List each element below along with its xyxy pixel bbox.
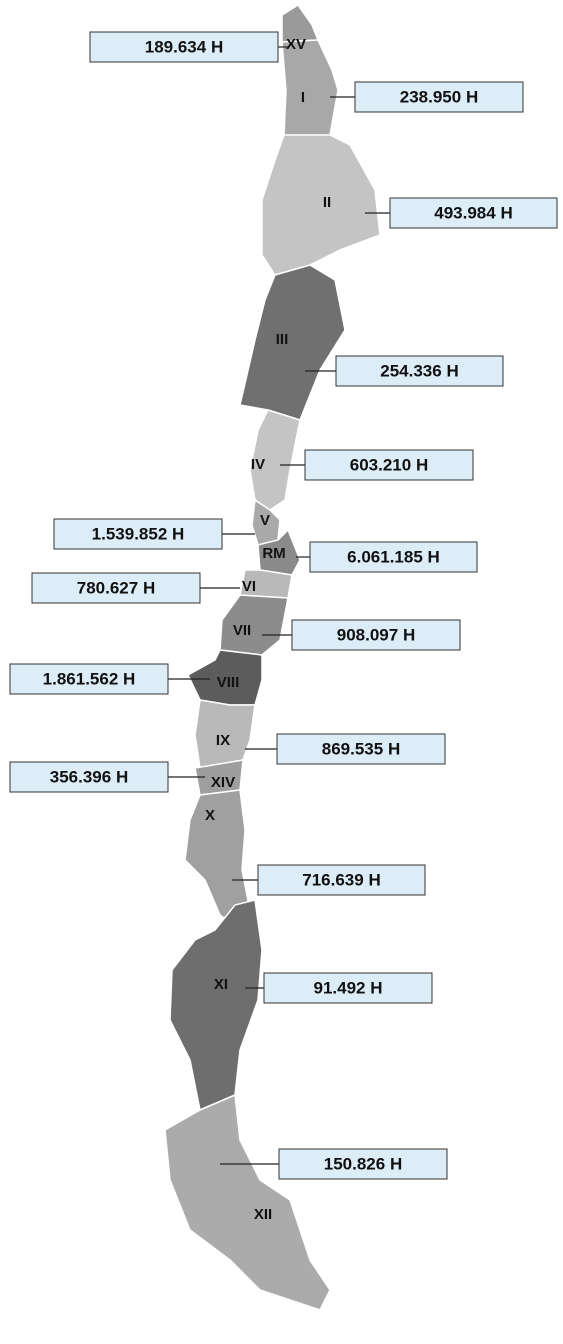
region-shape: [169, 899, 263, 1112]
region-shape: [219, 594, 289, 656]
region-shapes: [164, 3, 381, 1311]
label-box: [263, 972, 433, 1004]
region-code: II: [323, 194, 331, 211]
region-code: XIV: [211, 774, 235, 791]
region-code: VII: [233, 622, 251, 639]
region-code: III: [276, 331, 289, 348]
region-shape: [281, 3, 320, 43]
region-code: I: [301, 89, 305, 106]
population-label: 1.861.562 H: [43, 669, 136, 688]
population-label: 869.535 H: [322, 739, 400, 758]
label-box: [276, 733, 446, 765]
region-code: XV: [286, 36, 306, 53]
population-label: 780.627 H: [77, 578, 155, 597]
label-box: [257, 864, 426, 896]
population-label: 716.639 H: [302, 870, 380, 889]
population-label: 493.984 H: [434, 203, 512, 222]
region-code: RM: [262, 545, 285, 562]
population-label: 189.634 H: [145, 37, 223, 56]
region-shape: [261, 134, 381, 276]
region-shape: [164, 1093, 331, 1311]
region-code: IV: [251, 456, 265, 473]
label-box: [354, 81, 524, 113]
label-box: [389, 197, 558, 229]
label-box: [9, 663, 169, 695]
population-label: 91.492 H: [314, 978, 383, 997]
population-label: 6.061.185 H: [347, 547, 440, 566]
region-shape: [249, 409, 301, 511]
label-box: [53, 518, 223, 550]
population-label: 1.539.852 H: [92, 524, 185, 543]
population-label: 603.210 H: [350, 455, 428, 474]
region-code: X: [205, 807, 215, 824]
region-code: XII: [254, 1206, 272, 1223]
label-box: [291, 619, 461, 651]
region-shape: [239, 264, 346, 421]
label-box: [31, 572, 201, 604]
population-label: 254.336 H: [380, 361, 458, 380]
population-label: 908.097 H: [337, 625, 415, 644]
label-box: [309, 541, 478, 573]
label-box: [278, 1148, 448, 1180]
region-code: IX: [216, 732, 230, 749]
label-box: [335, 355, 504, 387]
region-code: XI: [214, 976, 228, 993]
label-box: [9, 761, 169, 793]
label-box: [304, 449, 474, 481]
population-label: 356.396 H: [50, 767, 128, 786]
region-shape: [194, 699, 256, 769]
label-box: [89, 31, 279, 63]
region-shape: [281, 39, 339, 143]
region-code: VI: [242, 578, 256, 595]
region-code: V: [260, 512, 270, 529]
population-label: 150.826 H: [324, 1154, 402, 1173]
population-label: 238.950 H: [400, 87, 478, 106]
region-code: VIII: [217, 674, 240, 691]
